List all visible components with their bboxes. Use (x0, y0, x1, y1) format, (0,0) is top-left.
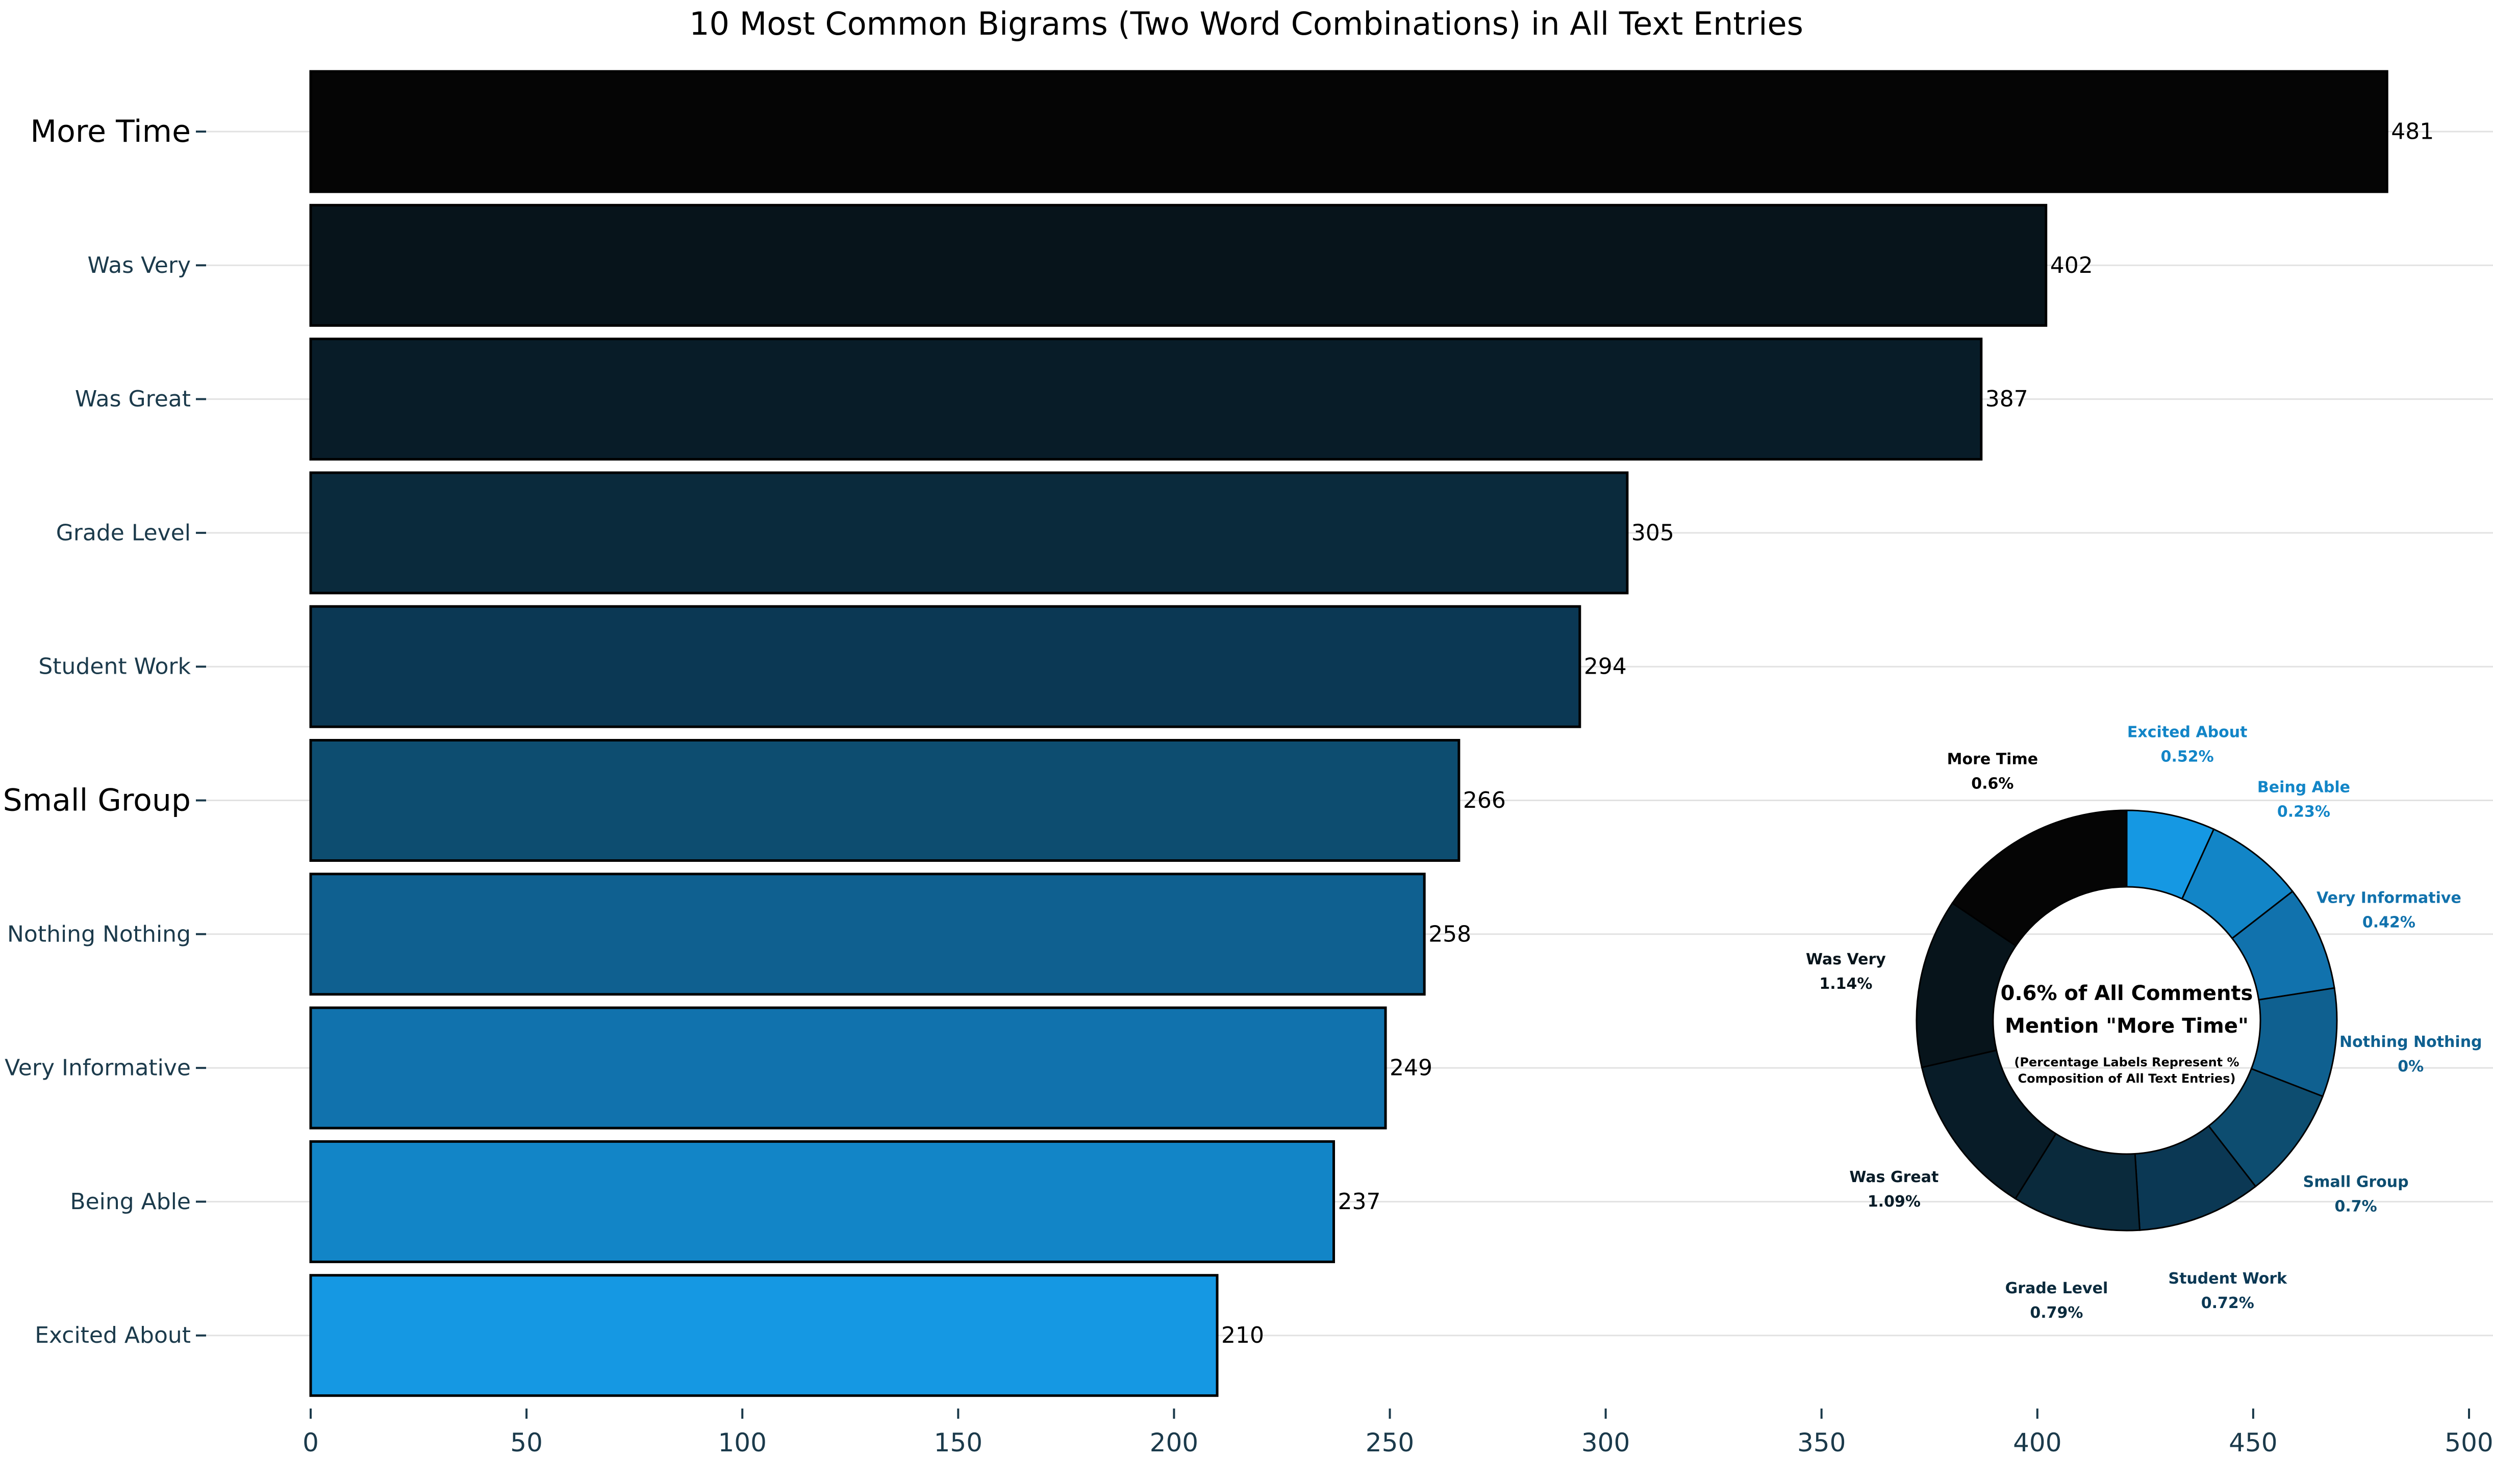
bar-was-great[interactable] (309, 338, 1983, 461)
donut-label-more-time: More Time (1947, 751, 2038, 769)
donut-percent-nothing-nothing: 0% (2398, 1058, 2424, 1076)
bar-was-very[interactable] (309, 203, 2048, 327)
bar-small-group[interactable] (309, 739, 1460, 862)
category-label-was-very: Was Very (88, 252, 191, 278)
donut-label-nothing-nothing: Nothing Nothing (2339, 1033, 2482, 1051)
category-label-student-work: Student Work (38, 654, 191, 680)
value-label-being-able: 237 (1338, 1189, 1380, 1215)
chart-title: 10 Most Common Bigrams (Two Word Combina… (689, 5, 1803, 42)
bar-excited-about[interactable] (309, 1274, 1219, 1397)
xtick-label-450: 450 (2229, 1428, 2277, 1457)
donut-center-line-2: Mention "More Time" (2005, 1014, 2249, 1038)
donut-percent-excited-about: 0.52% (2161, 748, 2214, 766)
category-label-grade-level: Grade Level (56, 520, 191, 546)
bar-very-informative[interactable] (309, 1006, 1387, 1130)
donut-label-was-great: Was Great (1849, 1168, 1938, 1186)
category-label-nothing-nothing: Nothing Nothing (7, 921, 191, 947)
xtick-label-50: 50 (510, 1428, 543, 1457)
donut-label-being-able: Being Able (2257, 778, 2350, 796)
category-label-very-informative: Very Informative (5, 1055, 191, 1081)
xtick-label-250: 250 (1366, 1428, 1414, 1457)
xtick-label-350: 350 (1797, 1428, 1846, 1457)
donut-label-very-informative: Very Informative (2316, 889, 2461, 907)
donut-percent-small-group: 0.7% (2334, 1198, 2377, 1216)
value-label-very-informative: 249 (1390, 1055, 1432, 1081)
category-label-small-group: Small Group (3, 783, 191, 818)
category-label-more-time: More Time (30, 114, 191, 149)
donut-center-line-1: 0.6% of All Comments (2001, 982, 2253, 1005)
xtick-label-500: 500 (2445, 1428, 2493, 1457)
donut-percent-very-informative: 0.42% (2362, 914, 2415, 932)
bar-grade-level[interactable] (309, 471, 1629, 595)
xtick-label-400: 400 (2013, 1428, 2061, 1457)
value-label-excited-about: 210 (1221, 1322, 1264, 1348)
donut-label-student-work: Student Work (2168, 1270, 2287, 1288)
bar-student-work[interactable] (309, 605, 1581, 728)
donut-percent-grade-level: 0.79% (2030, 1304, 2083, 1322)
xtick-label-0: 0 (303, 1428, 319, 1457)
value-label-was-very: 402 (2050, 252, 2093, 278)
xtick-label-150: 150 (934, 1428, 983, 1457)
xtick-label-200: 200 (1150, 1428, 1198, 1457)
value-label-student-work: 294 (1584, 654, 1627, 680)
value-label-nothing-nothing: 258 (1428, 921, 1471, 947)
value-label-small-group: 266 (1463, 787, 1506, 813)
donut-label-small-group: Small Group (2303, 1173, 2409, 1191)
donut-percent-student-work: 0.72% (2201, 1294, 2254, 1312)
value-label-more-time: 481 (2391, 119, 2434, 145)
donut-percent-more-time: 0.6% (1971, 775, 2013, 793)
donut-percent-being-able: 0.23% (2277, 803, 2330, 821)
donut-center-note-1: (Percentage Labels Represent % (2014, 1055, 2239, 1069)
bar-nothing-nothing[interactable] (309, 873, 1426, 996)
xtick-label-100: 100 (718, 1428, 766, 1457)
donut-slice-more-time[interactable] (1951, 809, 2128, 947)
donut-label-was-very: Was Very (1806, 951, 1886, 968)
donut-percent-was-very: 1.14% (1819, 975, 1872, 993)
donut-percent-was-great: 1.09% (1868, 1193, 1921, 1211)
value-label-was-great: 387 (1985, 386, 2028, 412)
donut-label-excited-about: Excited About (2127, 724, 2248, 741)
value-label-grade-level: 305 (1631, 520, 1674, 546)
category-label-was-great: Was Great (75, 386, 191, 412)
donut-label-grade-level: Grade Level (2005, 1280, 2108, 1297)
category-label-excited-about: Excited About (35, 1322, 191, 1348)
category-label-being-able: Being Able (70, 1189, 191, 1215)
bar-more-time[interactable] (309, 70, 2388, 193)
xtick-label-300: 300 (1581, 1428, 1630, 1457)
bar-being-able[interactable] (309, 1140, 1335, 1263)
donut-center-note-2: Composition of All Text Entries) (2018, 1071, 2236, 1086)
